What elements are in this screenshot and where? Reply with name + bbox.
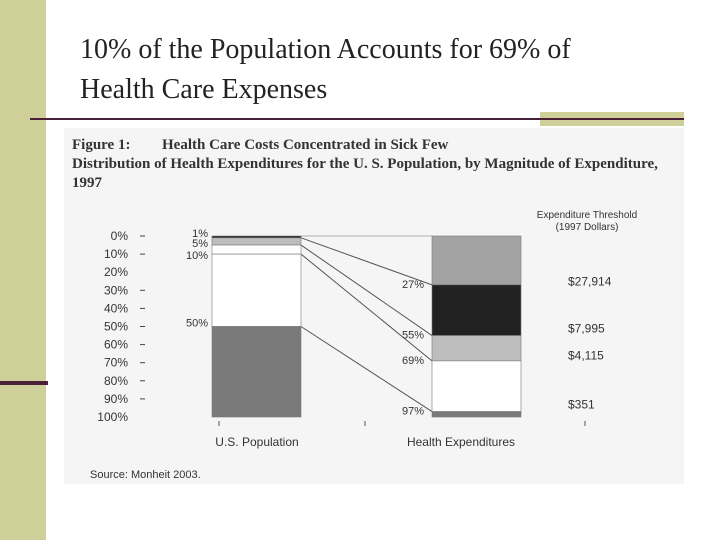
population-label-1: 5% (192, 238, 208, 250)
category-label-population: U.S. Population (215, 435, 298, 449)
population-label-0: 1% (192, 228, 208, 240)
y-tick-label-10: 100% (97, 410, 128, 424)
population-label-3: 50% (186, 318, 208, 330)
population-segment-3 (211, 253, 302, 327)
connector-line-2 (300, 253, 433, 362)
y-tick-label-1: 10% (104, 247, 128, 261)
y-tick-label-8: 80% (104, 374, 128, 388)
figure-title: Health Care Costs Concentrated in Sick F… (162, 137, 449, 153)
population-label-2: 10% (186, 250, 208, 262)
y-tick-label-5: 50% (104, 320, 128, 334)
population-segment-2 (211, 244, 302, 255)
y-tick-label-0: 0% (111, 229, 129, 243)
title-rule (30, 118, 684, 120)
chart-svg: Expenditure Threshold (1997 Dollars) 0% 1… (90, 210, 637, 481)
y-tick-label-3: 30% (104, 283, 128, 297)
category-label-expenditures: Health Expenditures (407, 435, 515, 449)
expenditure-segment-2 (431, 335, 522, 362)
connector-line-3 (300, 326, 433, 412)
left-decorative-band (0, 0, 46, 540)
figure-heading: Figure 1: Health Care Costs Concentrated… (72, 136, 672, 193)
threshold-header-line-1: Expenditure Threshold (537, 210, 637, 221)
y-tick-label-7: 70% (104, 356, 128, 370)
threshold-label-0: $27,914 (568, 274, 612, 288)
y-tick-label-4: 40% (104, 301, 128, 315)
expenditure-label-3: 97% (402, 406, 424, 418)
expenditure-label-0: 27% (402, 279, 424, 291)
figure-source: Source: Monheit 2003. (90, 469, 201, 481)
population-segment-4 (211, 326, 302, 418)
slide-title: 10% of the Population Accounts for 69% o… (80, 30, 700, 110)
expenditure-segment-1 (431, 284, 522, 336)
connector-line-0 (300, 237, 433, 286)
threshold-label-1: $7,995 (568, 321, 605, 335)
threshold-label-2: $4,115 (568, 348, 604, 362)
threshold-label-3: $351 (568, 397, 595, 411)
y-tick-label-2: 20% (104, 265, 128, 279)
slide-title-line-2: Health Care Expenses (80, 74, 328, 105)
expenditure-label-2: 69% (402, 355, 424, 367)
expenditure-label-1: 55% (402, 330, 424, 342)
figure-label: Figure 1: (72, 137, 131, 153)
figure-panel: Figure 1: Health Care Costs Concentrated… (64, 128, 684, 484)
y-tick-label-6: 60% (104, 338, 128, 352)
slide-title-line-1: 10% of the Population Accounts for 69% o… (80, 34, 571, 65)
population-segment-1 (211, 237, 302, 246)
y-tick-label-9: 90% (104, 392, 128, 406)
expenditure-segment-0 (431, 235, 522, 286)
left-band-marker (0, 381, 48, 385)
threshold-header-line-2: (1997 Dollars) (556, 222, 619, 233)
figure-subtitle: Distribution of Health Expenditures for … (72, 156, 658, 191)
connector-line-1 (300, 244, 433, 336)
expenditure-segment-3 (431, 360, 522, 412)
expenditure-segment-4 (431, 411, 522, 418)
